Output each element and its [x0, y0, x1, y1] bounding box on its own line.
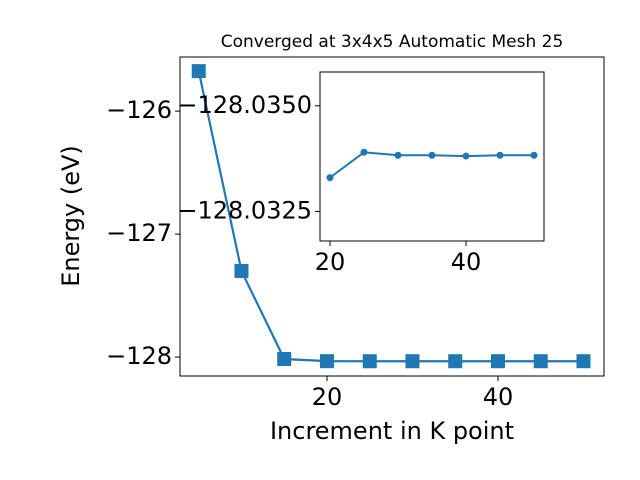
- x-tick-label: 40: [483, 383, 514, 411]
- marker: [319, 354, 334, 369]
- x-tick-label: 20: [315, 248, 346, 276]
- marker: [576, 354, 591, 369]
- marker: [448, 354, 463, 369]
- marker: [462, 152, 470, 160]
- y-tick-label: −128.0350: [177, 91, 312, 119]
- marker: [405, 354, 420, 369]
- y-tick-label: −128: [106, 342, 172, 370]
- y-tick-label: −127: [106, 219, 172, 247]
- series-line: [197, 70, 584, 363]
- marker: [428, 151, 436, 159]
- marker: [362, 354, 377, 369]
- x-axis-label: Increment in K point: [270, 417, 514, 445]
- marker: [234, 263, 249, 278]
- x-tick-label: 20: [312, 383, 343, 411]
- marker: [360, 148, 368, 156]
- marker: [394, 151, 402, 159]
- marker: [533, 354, 548, 369]
- y-tick-label: −128.0325: [177, 196, 312, 224]
- y-tick-label: −126: [106, 96, 172, 124]
- marker: [530, 151, 538, 159]
- x-tick-label: 40: [451, 248, 482, 276]
- marker: [277, 352, 292, 367]
- marker: [496, 151, 504, 159]
- marker: [490, 354, 505, 369]
- chart-title: Converged at 3x4x5 Automatic Mesh 25: [221, 32, 564, 52]
- y-axis-label: Energy (eV): [57, 145, 85, 287]
- marker: [191, 64, 206, 79]
- marker: [326, 174, 334, 182]
